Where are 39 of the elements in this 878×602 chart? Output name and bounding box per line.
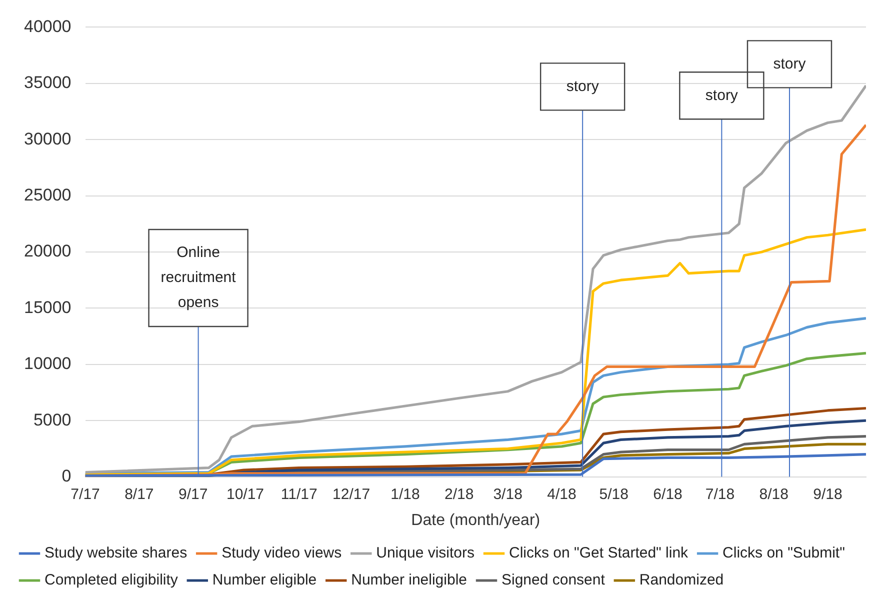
y-tick-label: 0 bbox=[62, 466, 72, 486]
y-tick-label: 5000 bbox=[33, 410, 72, 430]
ref-line-label: story bbox=[773, 55, 806, 72]
ref-line-label: story bbox=[705, 86, 738, 104]
x-tick-label: 9/17 bbox=[178, 486, 208, 503]
x-tick-label: 2/18 bbox=[444, 486, 474, 503]
x-tick-label: 12/17 bbox=[332, 486, 370, 503]
x-tick-label: 4/18 bbox=[547, 486, 576, 503]
legend-label: Number ineligible bbox=[351, 572, 468, 589]
legend-label: Signed consent bbox=[502, 572, 606, 589]
x-tick-label: 9/18 bbox=[813, 486, 842, 503]
x-tick-label: 11/17 bbox=[280, 486, 318, 503]
y-tick-label: 35000 bbox=[24, 73, 72, 92]
x-tick-label: 7/17 bbox=[70, 486, 100, 503]
x-tick-label: 5/18 bbox=[599, 486, 628, 503]
x-axis-title: Date (month/year) bbox=[411, 512, 540, 529]
y-tick-label: 15000 bbox=[24, 298, 72, 317]
x-tick-label: 8/18 bbox=[759, 486, 788, 503]
x-tick-label: 3/18 bbox=[493, 486, 522, 503]
y-tick-label: 20000 bbox=[24, 242, 72, 261]
x-tick-label: 8/17 bbox=[124, 486, 154, 503]
legend-label: Unique visitors bbox=[376, 544, 475, 562]
ref-line-label: Online recruitment opens bbox=[160, 244, 237, 312]
legend-label: Randomized bbox=[639, 572, 724, 589]
y-tick-label: 40000 bbox=[24, 16, 72, 36]
legend-label: Clicks on "Get Started" link bbox=[509, 544, 689, 562]
legend-label: Study video views bbox=[222, 544, 342, 562]
x-tick-label: 10/17 bbox=[226, 486, 264, 503]
legend-label: Number eligible bbox=[212, 572, 317, 589]
legend-label: Study website shares bbox=[44, 544, 188, 562]
ref-line-label: story bbox=[566, 78, 600, 95]
x-tick-label: 7/18 bbox=[705, 486, 735, 503]
y-tick-label: 30000 bbox=[24, 129, 72, 148]
legend-label: Completed eligibility bbox=[44, 572, 178, 589]
x-tick-label: 6/18 bbox=[653, 486, 682, 503]
legend-label: Clicks on "Submit" bbox=[722, 544, 845, 562]
y-tick-label: 25000 bbox=[24, 185, 72, 204]
y-tick-label: 10000 bbox=[24, 354, 72, 374]
x-tick-label: 1/18 bbox=[390, 486, 420, 503]
